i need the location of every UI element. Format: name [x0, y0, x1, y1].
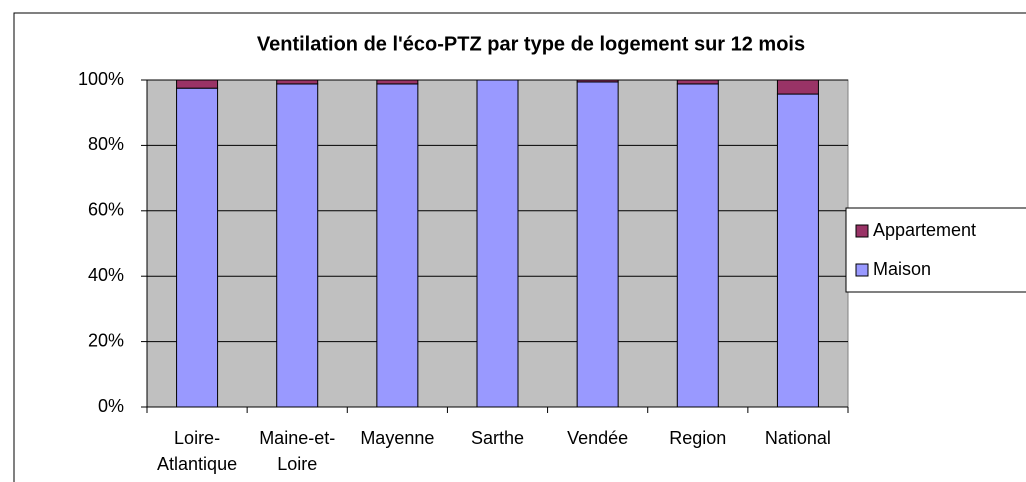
bar-segment: [676, 83, 719, 408]
bar-segment: [276, 79, 319, 85]
bar-segment: [676, 79, 719, 85]
y-tick-label: 20%: [88, 330, 124, 350]
bar-segment: [776, 93, 819, 408]
legend-label: Appartement: [873, 220, 976, 240]
chart-title: Ventilation de l'éco-PTZ par type de log…: [257, 33, 805, 55]
x-tick-label: Mayenne: [360, 428, 434, 448]
x-tick-label: Sarthe: [471, 428, 524, 448]
bar-segment: [576, 81, 619, 408]
y-tick-label: 80%: [88, 134, 124, 154]
x-tick-label: National: [765, 428, 831, 448]
legend-label: Maison: [873, 259, 931, 279]
legend-swatch: [855, 224, 869, 238]
bar-segment: [276, 83, 319, 408]
x-tick-label: Region: [669, 428, 726, 448]
x-tick-label: Vendée: [567, 428, 628, 448]
bar-segment: [376, 79, 419, 85]
x-tick-label: Maine-et-Loire: [259, 428, 335, 474]
y-tick-label: 60%: [88, 200, 124, 220]
y-tick-label: 0%: [98, 396, 124, 416]
y-tick-label: 100%: [78, 69, 124, 89]
bar-segment: [176, 79, 219, 89]
x-tick-label: Loire-Atlantique: [157, 428, 237, 474]
y-tick-label: 40%: [88, 265, 124, 285]
bar-segment: [476, 79, 519, 408]
legend-swatch: [855, 263, 869, 277]
bar-segment: [776, 79, 819, 95]
bar-segment: [376, 83, 419, 408]
bar-segment: [576, 79, 619, 83]
bar-segment: [176, 87, 219, 408]
legend-box: [845, 207, 1026, 293]
